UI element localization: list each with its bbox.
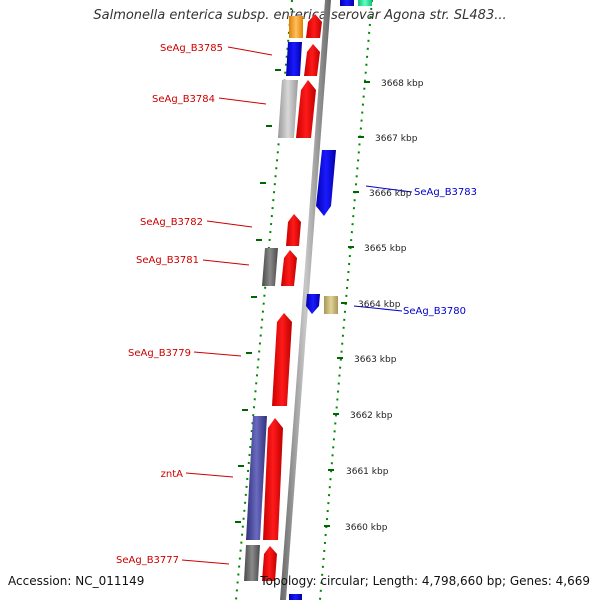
gene-label-seag-b3782: SeAg_B3782 — [140, 217, 203, 228]
gene-label-seag-b3785: SeAg_B3785 — [160, 43, 223, 54]
partial-feature-top-teal[interactable] — [358, 0, 372, 6]
feature-red-top[interactable] — [306, 14, 322, 38]
tick-labels: 3668 kbp 3667 kbp 3666 kbp 3665 kbp 3664… — [345, 79, 424, 533]
accession-text: Accession: NC_011149 — [8, 574, 145, 588]
feature-khaki[interactable] — [324, 296, 338, 314]
tick-label: 3662 kbp — [350, 411, 393, 421]
feature-seag-b3783[interactable] — [316, 150, 336, 216]
feature-seag-b3785[interactable] — [304, 44, 320, 76]
feature-seag-b3780[interactable] — [306, 294, 320, 314]
feature-seag-b3781[interactable] — [281, 250, 297, 286]
feature-seag-b3781-gray[interactable] — [262, 248, 278, 286]
feature-znta-purple[interactable] — [246, 416, 267, 540]
left-dash-marks — [235, 69, 281, 523]
feature-seag-b3779[interactable] — [272, 313, 292, 406]
tick-label: 3665 kbp — [364, 244, 407, 254]
map-title: Salmonella enterica subsp. enterica sero… — [93, 8, 507, 23]
feature-seag-b3777-gray[interactable] — [244, 545, 260, 581]
genome-summary-text: Topology: circular; Length: 4,798,660 bp… — [260, 574, 590, 588]
gene-label-seag-b3781: SeAg_B3781 — [136, 255, 199, 266]
leader-lines — [181, 46, 413, 565]
feature-znta[interactable] — [263, 418, 283, 540]
feature-seag-b3777[interactable] — [262, 546, 277, 581]
feature-seag-b3782[interactable] — [286, 214, 301, 246]
tick-label: 3666 kbp — [369, 189, 412, 199]
tick-label: 3663 kbp — [354, 355, 397, 365]
gene-label-seag-b3779: SeAg_B3779 — [128, 348, 191, 359]
feature-orange[interactable] — [289, 16, 303, 38]
feature-seag-b3784[interactable] — [296, 80, 316, 138]
gene-label-seag-b3783: SeAg_B3783 — [414, 187, 477, 198]
partial-feature-bottom-blue[interactable] — [289, 594, 302, 600]
tick-label: 3660 kbp — [345, 523, 388, 533]
gene-label-seag-b3784: SeAg_B3784 — [152, 94, 215, 105]
feature-seag-b3785-blue[interactable] — [286, 42, 302, 76]
backbone-track — [280, 0, 331, 600]
gene-label-seag-b3777: SeAg_B3777 — [116, 555, 179, 566]
right-dash-marks — [324, 81, 370, 527]
partial-feature-top-blue[interactable] — [340, 0, 354, 6]
tick-label: 3661 kbp — [346, 467, 389, 477]
tick-label: 3668 kbp — [381, 79, 424, 89]
gene-label-znta: zntA — [161, 469, 184, 480]
feature-seag-b3784-gray[interactable] — [278, 80, 298, 138]
gene-labels: SeAg_B3785 SeAg_B3784 SeAg_B3783 SeAg_B3… — [116, 43, 477, 566]
tick-label: 3667 kbp — [375, 134, 418, 144]
tick-label: 3664 kbp — [358, 300, 401, 310]
gene-label-seag-b3780: SeAg_B3780 — [403, 306, 466, 317]
